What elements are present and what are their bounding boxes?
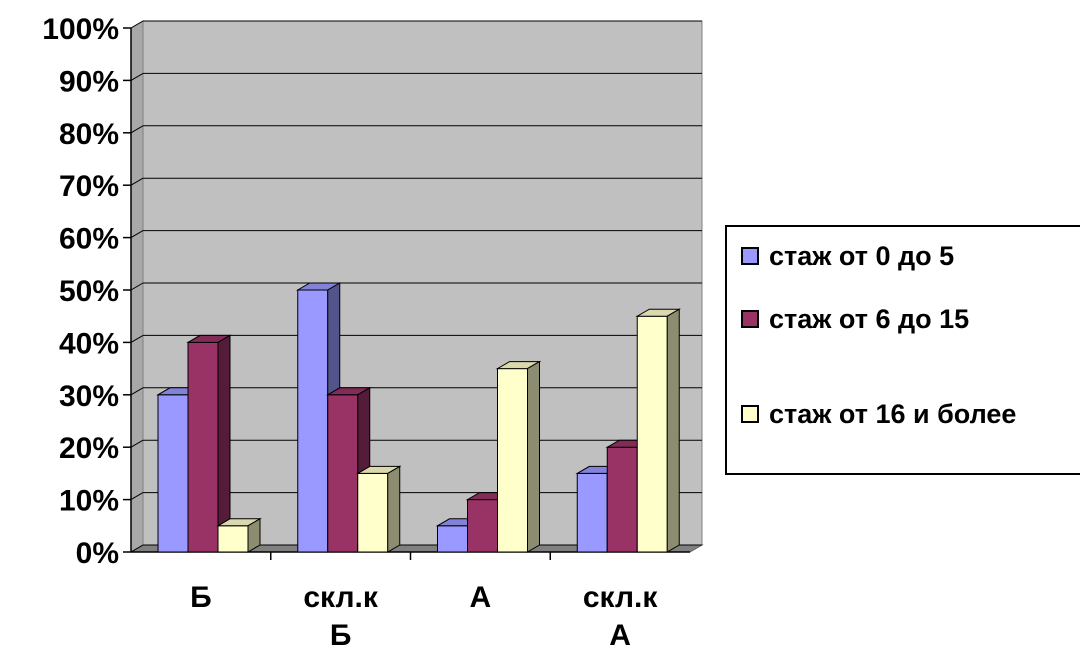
legend-swatch-0 bbox=[741, 247, 759, 265]
bar-side bbox=[666, 308, 680, 553]
axis-labels: 0% 10% 20% 30% 40% 50% 60% 70% 80% 90% 100% Б скл.к Б… bbox=[42, 13, 658, 650]
gridline-side bbox=[130, 72, 144, 81]
bar-front bbox=[297, 289, 329, 553]
bar-front bbox=[636, 315, 668, 553]
bar-front bbox=[187, 341, 219, 553]
bar-front bbox=[497, 368, 528, 553]
bars bbox=[156, 282, 682, 553]
bar-front bbox=[157, 394, 189, 553]
bar-front bbox=[327, 394, 359, 553]
gridline-side bbox=[130, 439, 144, 448]
legend-label-1: стаж от 6 до 15 bbox=[769, 304, 970, 334]
legend-label-0: стаж от 0 до 5 bbox=[769, 241, 955, 271]
legend-item-2: стаж от 16 и более bbox=[741, 399, 1079, 430]
bar bbox=[495, 360, 542, 553]
y-tick-label: 70% bbox=[59, 170, 119, 203]
gridline-side bbox=[130, 492, 144, 501]
legend-item-0: стаж от 0 до 5 bbox=[741, 241, 1079, 272]
x-tick-label: скл.к bbox=[303, 581, 378, 614]
bar-front bbox=[467, 499, 498, 553]
legend-item-1: стаж от 6 до 15 bbox=[741, 304, 1079, 335]
bar-front bbox=[576, 472, 608, 553]
bar-front bbox=[217, 525, 249, 553]
y-tick-label: 100% bbox=[42, 13, 119, 46]
y-tick-label: 90% bbox=[59, 65, 119, 98]
gridline-side bbox=[130, 282, 144, 291]
bar-side bbox=[527, 360, 540, 553]
gridline-side bbox=[130, 125, 144, 134]
bar bbox=[635, 308, 682, 553]
legend-swatch-1 bbox=[741, 310, 759, 328]
bar-side bbox=[387, 465, 401, 553]
bar bbox=[216, 517, 262, 553]
bar bbox=[355, 465, 402, 553]
y-tick-label: 50% bbox=[59, 275, 119, 308]
y-tick-label: 80% bbox=[59, 118, 119, 151]
y-tick-label: 10% bbox=[59, 485, 119, 518]
bar bbox=[186, 334, 232, 553]
legend: стаж от 0 до 5 стаж от 6 до 15 стаж от 1… bbox=[725, 225, 1080, 475]
x-tick-label: скл.к bbox=[583, 581, 658, 614]
legend-label-2: стаж от 16 и более bbox=[769, 399, 1017, 429]
x-tick-label: А bbox=[609, 619, 631, 650]
gridline-side bbox=[130, 334, 144, 343]
gridline-side bbox=[130, 20, 144, 29]
bar-side bbox=[247, 517, 261, 553]
y-tick-label: 40% bbox=[59, 327, 119, 360]
legend-swatch-2 bbox=[741, 405, 759, 423]
y-tick-label: 0% bbox=[76, 537, 119, 570]
x-tick-label: Б bbox=[330, 619, 352, 650]
bar-front bbox=[437, 525, 468, 553]
bar-front bbox=[606, 446, 638, 553]
y-tick-label: 30% bbox=[59, 380, 119, 413]
gridline-side bbox=[130, 544, 144, 553]
y-tick-label: 60% bbox=[59, 223, 119, 256]
x-tick-label: Б bbox=[190, 581, 212, 614]
x-tick-label: А bbox=[470, 581, 492, 614]
gridline-side bbox=[130, 387, 144, 396]
bar-front bbox=[357, 472, 389, 553]
y-tick-label: 20% bbox=[59, 432, 119, 465]
gridline-side bbox=[130, 230, 144, 239]
gridline-side bbox=[130, 177, 144, 186]
